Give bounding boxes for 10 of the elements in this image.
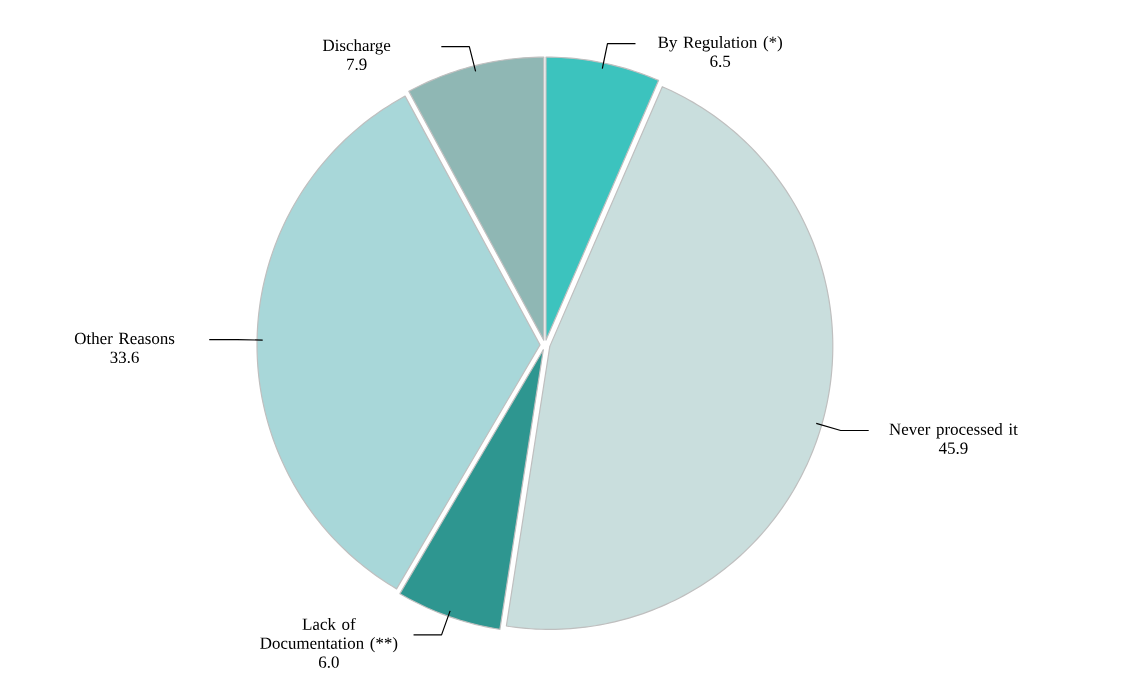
slice-label: By Regulation (*) — [658, 36, 782, 52]
data-label: 7.9 — [347, 58, 367, 71]
slice-label: Never processed it — [889, 423, 1018, 439]
data-label: 33.6 — [110, 351, 139, 364]
slice-label: Lack of Documentation (**) — [260, 617, 398, 653]
slice-label: Discharge — [322, 39, 391, 55]
slice-label: Other Reasons — [74, 332, 175, 345]
data-label: 6.0 — [319, 656, 339, 668]
data-label: 45.9 — [938, 442, 968, 454]
data-label: 6.5 — [710, 55, 731, 68]
